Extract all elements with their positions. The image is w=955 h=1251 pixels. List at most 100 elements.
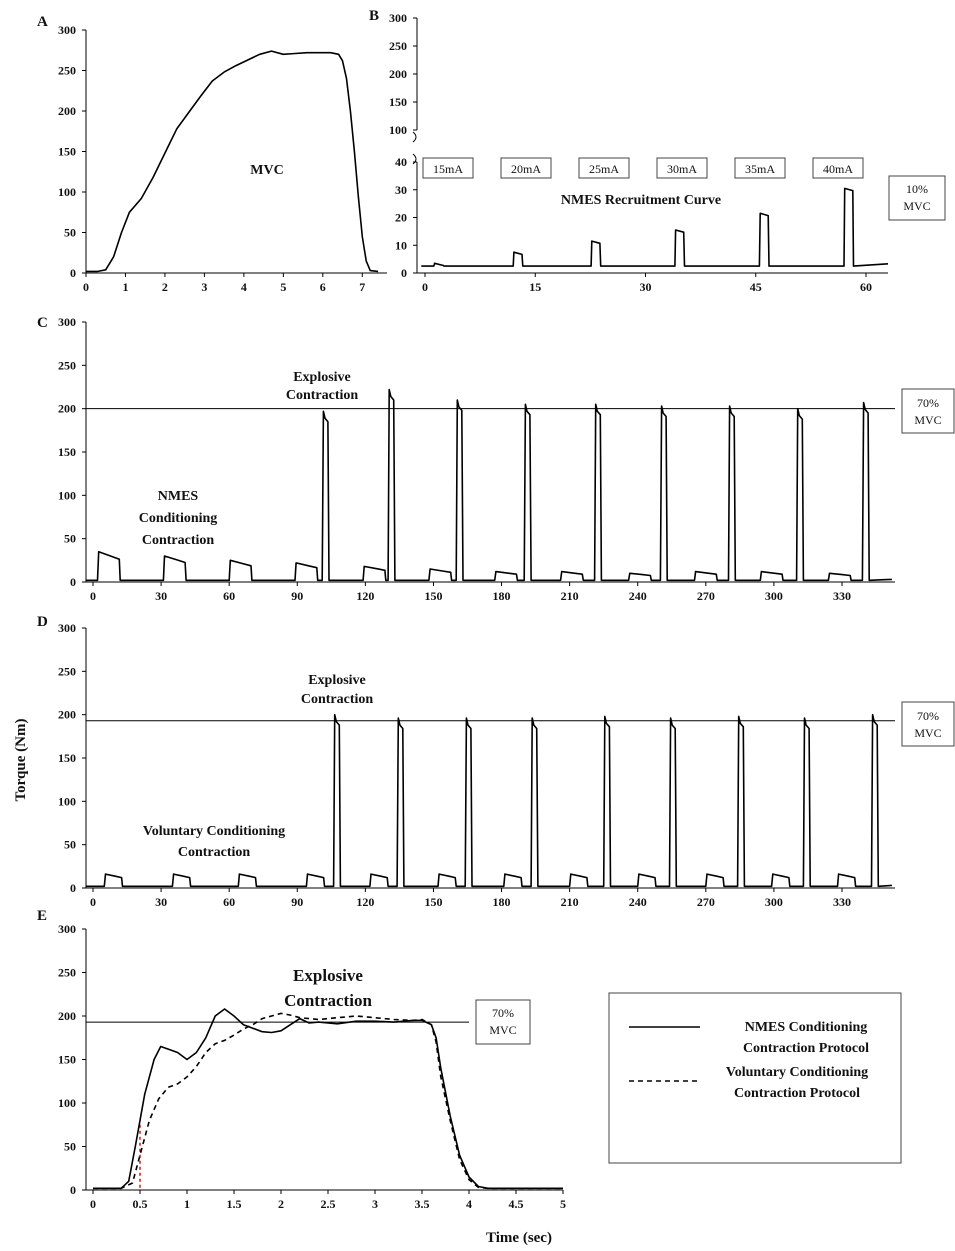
panel-c-x-tick-label: 60 bbox=[223, 589, 235, 603]
panel-a-series bbox=[86, 50, 379, 273]
panel-c-explosive-line1: Explosive bbox=[293, 370, 351, 385]
panel-d-explosive-line2: Contraction bbox=[301, 692, 374, 707]
panel-label-d: D bbox=[37, 614, 48, 630]
panel-e-y-tick-label: 200 bbox=[58, 1009, 76, 1023]
panel-e-legend: NMES Conditioning Contraction Protocol V… bbox=[608, 992, 902, 1164]
panel-b-mvc-box-line1: 10% bbox=[906, 182, 928, 196]
legend-solid-label-line1: NMES Conditioning bbox=[745, 1020, 868, 1035]
panel-c-x-tick-label: 120 bbox=[356, 589, 374, 603]
panel-d-mvc-box bbox=[901, 701, 955, 747]
panel-d-voluntary-protocol-chart: 0 30 60 90 120 150 180 210 240 270 300 330 0 50 100 150… bbox=[58, 621, 955, 909]
panel-c-torque-line bbox=[86, 388, 892, 582]
panel-a-axes bbox=[85, 30, 387, 274]
y-axis-title: Torque (Nm) bbox=[13, 719, 29, 802]
panel-a-y-tick-label: 200 bbox=[58, 104, 76, 118]
panel-a-x-tick-label: 6 bbox=[320, 280, 326, 294]
panel-c-ticks: 0 30 60 90 120 150 180 210 240 270 300 330 0 50 100 150… bbox=[58, 315, 851, 603]
panel-b-stim-box bbox=[578, 157, 630, 179]
panel-c-mvc-box-line2: MVC bbox=[914, 413, 941, 427]
panel-b-lower-y-tick-label: 40 bbox=[395, 155, 407, 169]
panel-d-conditioning-line1: Voluntary Conditioning bbox=[143, 824, 285, 839]
panel-a-y-tick-label: 300 bbox=[58, 23, 76, 37]
panel-d-x-tick-label: 30 bbox=[155, 895, 167, 909]
panel-a-x-tick-label: 0 bbox=[83, 280, 89, 294]
panel-b-x-tick-label: 45 bbox=[750, 280, 762, 294]
panel-b-stim-box bbox=[734, 157, 786, 179]
panel-a-mvc-chart: 0 1 2 3 4 5 6 7 0 50 100 150 200 250 300 MVC bbox=[58, 23, 387, 294]
panel-b-lower-y-tick-label: 30 bbox=[395, 183, 407, 197]
panel-label-b: B bbox=[369, 8, 379, 24]
panel-e-x-tick-label: 2 bbox=[278, 1197, 284, 1211]
panel-d-x-tick-label: 90 bbox=[291, 895, 303, 909]
panel-d-x-tick-label: 330 bbox=[833, 895, 851, 909]
panel-c-mvc-box bbox=[901, 388, 955, 434]
panel-c-x-tick-label: 90 bbox=[291, 589, 303, 603]
panel-label-a: A bbox=[37, 14, 48, 30]
panel-d-x-tick-label: 240 bbox=[629, 895, 647, 909]
panel-b-recruitment-line bbox=[421, 187, 889, 267]
panel-b-stim-box bbox=[656, 157, 708, 179]
panel-e-x-tick-label: 0.5 bbox=[133, 1197, 148, 1211]
panel-c-x-tick-label: 300 bbox=[765, 589, 783, 603]
panel-d-y-tick-label: 0 bbox=[70, 881, 76, 895]
panel-d-torque-line bbox=[86, 713, 892, 888]
panel-c-conditioning-line2: Conditioning bbox=[139, 511, 218, 526]
panel-b-upper-y-tick-label: 100 bbox=[389, 123, 407, 137]
panel-e-x-tick-label: 5 bbox=[560, 1197, 566, 1211]
panel-e-x-tick-label: 1.5 bbox=[227, 1197, 242, 1211]
panel-c-explosive-line2: Contraction bbox=[286, 388, 359, 403]
panel-label-e: E bbox=[37, 908, 47, 924]
panel-b-mvc-box bbox=[888, 175, 946, 221]
panel-e-nmes-line bbox=[93, 1008, 563, 1190]
panel-a-x-tick-label: 2 bbox=[162, 280, 168, 294]
panel-e-x-tick-label: 4.5 bbox=[509, 1197, 524, 1211]
panel-a-x-tick-label: 5 bbox=[280, 280, 286, 294]
panel-b-stim-label: 20mA bbox=[511, 162, 541, 176]
panel-e-explosive-line1: Explosive bbox=[293, 966, 363, 985]
panel-a-x-tick-label: 7 bbox=[359, 280, 365, 294]
panel-a-mvc-line bbox=[86, 50, 379, 273]
panel-e-x-tick-label: 0 bbox=[90, 1197, 96, 1211]
legend-solid-label-line2: Contraction Protocol bbox=[743, 1041, 869, 1056]
legend-dashed-label-line1: Voluntary Conditioning bbox=[726, 1065, 868, 1080]
panel-label-c: C bbox=[37, 315, 48, 331]
panel-a-y-tick-label: 150 bbox=[58, 145, 76, 159]
panel-b-x-tick-label: 30 bbox=[640, 280, 652, 294]
panel-c-y-tick-label: 200 bbox=[58, 402, 76, 416]
panel-b-mvc-box-line2: MVC bbox=[903, 199, 930, 213]
panel-b-stim-label: 25mA bbox=[589, 162, 619, 176]
panel-b-stim-box bbox=[500, 157, 552, 179]
panel-b-upper-y-tick-label: 150 bbox=[389, 95, 407, 109]
x-axis-title: Time (sec) bbox=[486, 1230, 552, 1246]
panel-b-x-tick-label: 60 bbox=[860, 280, 872, 294]
panel-e-y-tick-label: 50 bbox=[64, 1140, 76, 1154]
panel-d-ticks: 0 30 60 90 120 150 180 210 240 270 300 330 0 50 100 150… bbox=[58, 621, 851, 909]
panel-b-stim-box bbox=[812, 157, 864, 179]
panel-a-x-tick-label: 3 bbox=[201, 280, 207, 294]
panel-d-y-tick-label: 300 bbox=[58, 621, 76, 635]
panel-e-x-tick-label: 4 bbox=[466, 1197, 472, 1211]
panel-b-stim-label: 30mA bbox=[667, 162, 697, 176]
panel-e-y-tick-label: 250 bbox=[58, 966, 76, 980]
panel-e-mvc-box-line2: MVC bbox=[489, 1023, 516, 1037]
panel-c-x-tick-label: 180 bbox=[493, 589, 511, 603]
panel-c-x-tick-label: 0 bbox=[90, 589, 96, 603]
panel-c-mvc-box-line1: 70% bbox=[917, 396, 939, 410]
panel-c-x-tick-label: 270 bbox=[697, 589, 715, 603]
panel-d-x-tick-label: 60 bbox=[223, 895, 235, 909]
panel-d-y-tick-label: 50 bbox=[64, 838, 76, 852]
panel-c-y-tick-label: 100 bbox=[58, 488, 76, 502]
panel-e-y-tick-label: 0 bbox=[70, 1183, 76, 1197]
panel-e-x-tick-label: 3 bbox=[372, 1197, 378, 1211]
panel-b-series bbox=[421, 187, 889, 267]
legend-frame bbox=[608, 992, 902, 1164]
panel-d-y-tick-label: 200 bbox=[58, 708, 76, 722]
panel-b-annotation: NMES Recruitment Curve bbox=[561, 193, 721, 208]
panel-d-explosive-line1: Explosive bbox=[308, 673, 366, 688]
panel-d-x-tick-label: 180 bbox=[493, 895, 511, 909]
panel-d-x-tick-label: 270 bbox=[697, 895, 715, 909]
panel-b-ticks: 0 15 30 45 60 0 10 20 30 40 100 150 200 250 300 bbox=[389, 11, 872, 294]
panel-d-y-tick-label: 150 bbox=[58, 751, 76, 765]
